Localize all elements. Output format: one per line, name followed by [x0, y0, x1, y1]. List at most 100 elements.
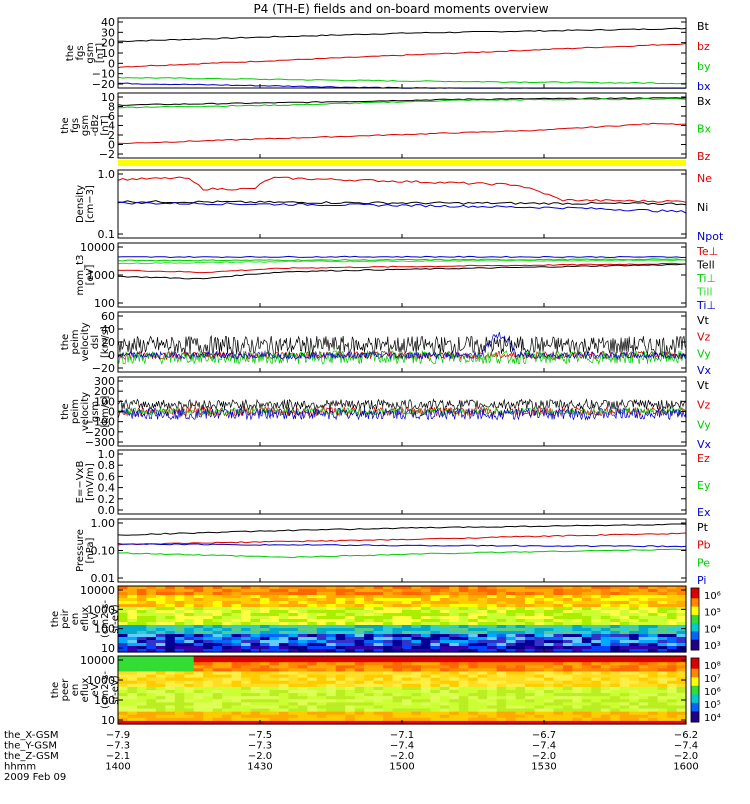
heatmap-cell	[600, 616, 611, 620]
heatmap-cell	[364, 659, 375, 663]
heatmap-cell	[420, 589, 431, 593]
heatmap-cell	[439, 649, 450, 653]
heatmap-cell	[629, 634, 640, 638]
heatmap-cell	[184, 589, 195, 593]
heatmap-cell	[307, 668, 318, 673]
heatmap-cell	[288, 671, 299, 676]
heatmap-cell	[174, 708, 185, 713]
heatmap-cell	[212, 671, 223, 676]
heatmap-cell	[487, 613, 498, 617]
heatmap-cell	[439, 686, 450, 691]
heatmap-cell	[250, 607, 261, 611]
heatmap-cell	[638, 680, 649, 685]
heatmap-cell	[269, 634, 280, 638]
heatmap-cell	[136, 613, 147, 617]
heatmap-cell	[544, 604, 555, 608]
heatmap-cell	[373, 595, 384, 599]
heatmap-cell	[146, 610, 157, 614]
heatmap-cell	[581, 634, 592, 638]
colorbar-segment	[691, 625, 699, 628]
series-noise-vz	[117, 405, 687, 418]
heatmap-cell	[430, 690, 441, 694]
heatmap-cell	[439, 677, 450, 682]
heatmap-cell	[629, 622, 640, 626]
heatmap-cell	[572, 717, 583, 722]
heatmap-cell	[222, 659, 233, 663]
heatmap-cell	[468, 708, 479, 713]
heatmap-cell	[222, 705, 233, 710]
heatmap-cell	[544, 592, 555, 596]
heatmap-cell	[496, 646, 507, 650]
heatmap-cell	[648, 619, 659, 623]
heatmap-cell	[260, 659, 271, 663]
heatmap-cell	[515, 619, 526, 623]
colorbar-segment	[691, 683, 699, 687]
heatmap-cell	[203, 646, 214, 650]
heatmap-cell	[354, 677, 365, 682]
heatmap-cell	[231, 699, 242, 703]
heatmap-cell	[288, 646, 299, 650]
heatmap-cell	[411, 619, 422, 623]
heatmap-cell	[297, 705, 308, 710]
x-axis-value: 1400	[105, 762, 130, 773]
heatmap-cell	[383, 686, 394, 691]
heatmap-cell	[118, 690, 129, 694]
heatmap-cell	[629, 668, 640, 673]
heatmap-cell	[392, 649, 403, 653]
heatmap-cell	[487, 662, 498, 666]
heatmap-cell	[118, 628, 129, 632]
heatmap-cell	[420, 592, 431, 596]
heatmap-cell	[657, 674, 668, 679]
heatmap-cell	[127, 634, 138, 638]
heatmap-cell	[174, 668, 185, 673]
heatmap-cell	[269, 659, 280, 663]
heatmap-cell	[619, 646, 630, 650]
heatmap-cell	[250, 708, 261, 713]
heatmap-cell	[316, 604, 327, 608]
heatmap-cell	[449, 589, 460, 593]
heatmap-cell	[288, 604, 299, 608]
heatmap-cell	[402, 662, 413, 666]
heatmap-cell	[449, 637, 460, 641]
heatmap-cell	[562, 696, 573, 700]
heatmap-cell	[364, 607, 375, 611]
heatmap-cell	[335, 610, 346, 614]
heatmap-cell	[581, 677, 592, 682]
heatmap-cell	[269, 586, 280, 590]
heatmap-cell	[297, 592, 308, 596]
heatmap-cell	[439, 625, 450, 629]
heatmap-cell	[297, 717, 308, 722]
heatmap-cell	[250, 592, 261, 596]
heatmap-cell	[572, 586, 583, 590]
heatmap-cell	[155, 693, 166, 697]
heatmap-cell	[420, 616, 431, 620]
heatmap-cell	[420, 628, 431, 632]
y-axis-label: [nT]	[95, 43, 106, 63]
x-axis-row-label: the_Z-GSM	[4, 751, 59, 762]
heatmap-cell	[155, 720, 166, 725]
heatmap-cell	[231, 711, 242, 716]
heatmap-cell	[278, 711, 289, 716]
heatmap-cell	[600, 622, 611, 626]
heatmap-cell	[212, 598, 223, 602]
heatmap-cell	[600, 699, 611, 703]
heatmap-cell	[184, 637, 195, 641]
heatmap-cell	[165, 662, 176, 666]
heatmap-cell	[288, 625, 299, 629]
heatmap-cell	[383, 604, 394, 608]
heatmap-cell	[619, 613, 630, 617]
heatmap-cell	[269, 589, 280, 593]
heatmap-cell	[136, 631, 147, 635]
heatmap-cell	[525, 671, 536, 676]
heatmap-cell	[250, 690, 261, 694]
heatmap-cell	[373, 586, 384, 590]
heatmap-cell	[326, 702, 337, 707]
legend-label: bx	[697, 80, 711, 93]
heatmap-cell	[496, 631, 507, 635]
heatmap-cell	[345, 674, 356, 679]
heatmap-cell	[411, 634, 422, 638]
x-axis-value: 1500	[389, 762, 414, 773]
heatmap-cell	[477, 674, 488, 679]
heatmap-cell	[619, 699, 630, 703]
